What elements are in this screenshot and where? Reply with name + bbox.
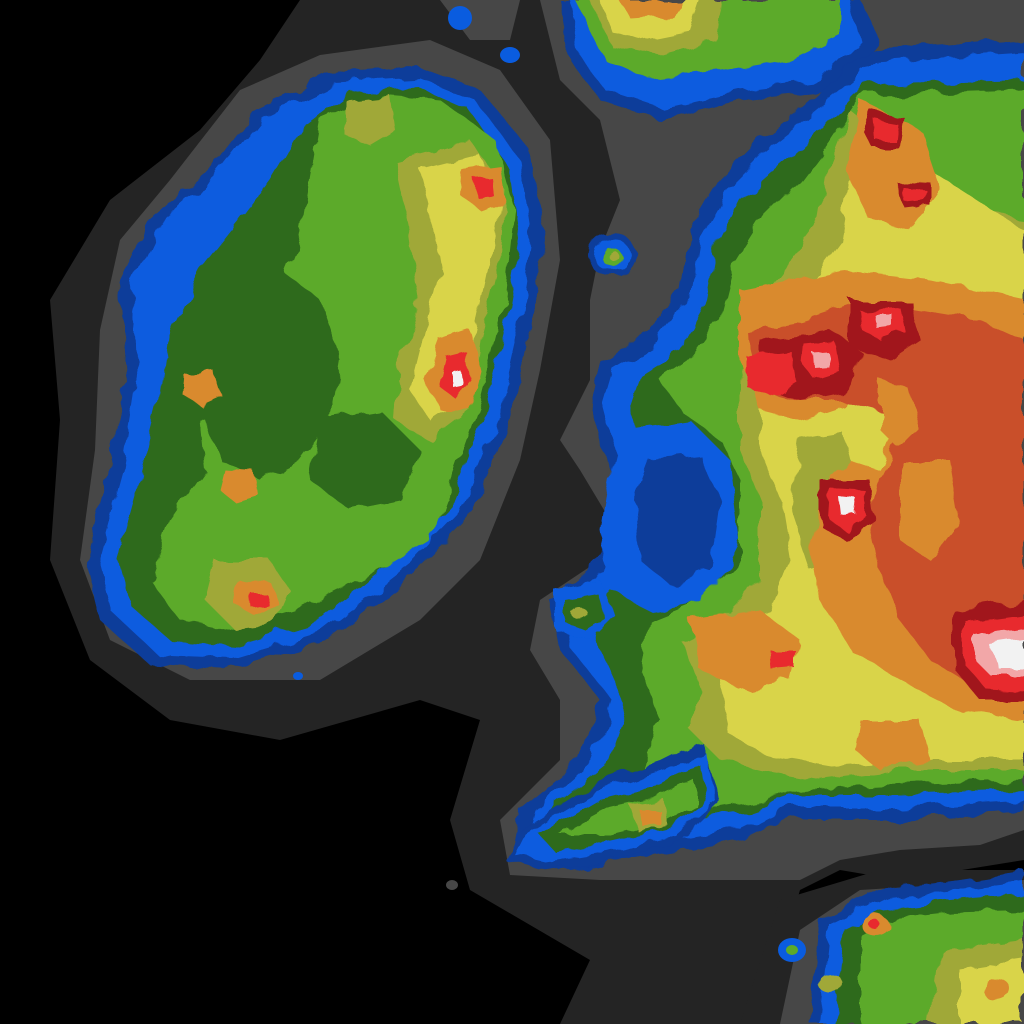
isle-of-man — [588, 233, 636, 277]
ireland-landmass — [85, 68, 545, 670]
anglesey — [555, 580, 615, 640]
small-islands — [293, 6, 806, 962]
france-fragment — [810, 870, 1024, 1024]
great-britain-landmass — [505, 0, 1024, 870]
